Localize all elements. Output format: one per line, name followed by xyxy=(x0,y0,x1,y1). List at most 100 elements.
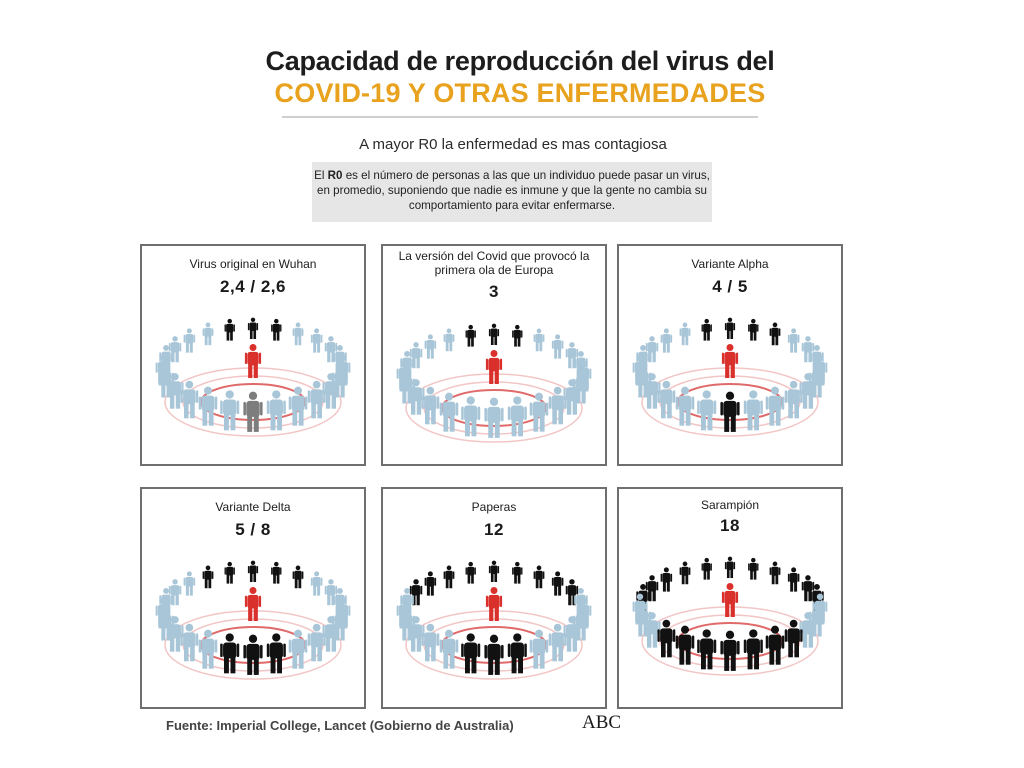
panel-label: Sarampión xyxy=(700,498,760,512)
infected-contact-person xyxy=(533,565,545,589)
infected-person xyxy=(244,587,262,622)
healthy-person xyxy=(180,623,199,662)
infected-contact-person xyxy=(512,561,523,584)
contagion-ring xyxy=(659,614,801,668)
infected-contact-person xyxy=(224,318,235,341)
panel-alpha: Variante Alpha 4 / 5 xyxy=(617,244,843,466)
healthy-person xyxy=(409,342,423,369)
healthy-person xyxy=(180,380,199,419)
healthy-person xyxy=(324,336,338,363)
infected-contact-person xyxy=(657,619,676,658)
infected-contact-person xyxy=(679,561,691,585)
infected-contact-person xyxy=(551,571,564,596)
infected-person xyxy=(485,350,503,385)
r0-definition-box: El R0 es el número de personas a las que… xyxy=(312,162,712,222)
healthy-person xyxy=(421,623,440,662)
infected-contact-person xyxy=(743,629,763,670)
infected-contact-person xyxy=(720,391,740,432)
healthy-person xyxy=(565,342,579,369)
infected-contact-person xyxy=(292,565,304,589)
infected-contact-person xyxy=(271,561,282,584)
infected-contact-person xyxy=(266,633,286,674)
crowd-illustration xyxy=(396,560,592,680)
panel-paperas: Paperas 12 xyxy=(381,487,607,709)
infected-contact-person xyxy=(769,322,781,346)
abc-logo: ABC xyxy=(582,712,622,733)
healthy-person xyxy=(507,396,527,437)
definition-term: R0 xyxy=(327,169,343,182)
infected-contact-person xyxy=(724,556,736,579)
infected-contact-person xyxy=(660,567,673,592)
subtitle: A mayor R0 la enfermedad es mas contagio… xyxy=(359,136,667,153)
healthy-person xyxy=(679,322,691,346)
contagion-ring xyxy=(182,618,324,672)
healthy-person xyxy=(198,386,218,426)
healthy-person xyxy=(645,336,659,363)
definition-after: es el número de personas a las que un in… xyxy=(317,169,710,212)
title-line-1: Capacidad de reproducción del virus del xyxy=(265,46,775,76)
contagion-ring xyxy=(405,373,583,443)
healthy-person xyxy=(166,373,184,409)
infected-person xyxy=(485,587,503,622)
possible-contact-person xyxy=(243,391,263,432)
healthy-person xyxy=(439,629,459,669)
contagion-ring xyxy=(423,381,565,435)
infected-contact-person xyxy=(801,575,815,602)
crowd-illustration xyxy=(155,560,351,680)
infected-contact-person xyxy=(512,324,523,347)
healthy-person xyxy=(784,380,803,419)
healthy-person xyxy=(407,616,425,652)
infected-contact-person xyxy=(202,565,214,589)
healthy-person xyxy=(443,328,455,352)
infected-contact-person xyxy=(765,625,785,665)
infected-contact-person xyxy=(697,629,717,670)
healthy-person xyxy=(439,392,459,432)
infected-person xyxy=(721,583,739,618)
panel-label: La versión del Covid que provocó la prim… xyxy=(398,249,590,277)
healthy-person xyxy=(697,390,717,431)
healthy-person xyxy=(551,334,564,359)
healthy-person xyxy=(529,629,549,669)
infected-contact-person xyxy=(748,557,759,580)
definition-before: El xyxy=(314,169,328,182)
panel-value: 3 xyxy=(489,282,499,301)
infected-contact-person xyxy=(488,323,500,346)
infected-contact-person xyxy=(465,324,476,347)
healthy-person xyxy=(292,322,304,346)
healthy-person xyxy=(322,373,340,409)
infected-contact-person xyxy=(409,579,423,606)
healthy-person xyxy=(675,386,695,426)
contagion-ring xyxy=(659,375,801,429)
infected-contact-person xyxy=(720,630,740,671)
healthy-person xyxy=(643,373,661,409)
infected-contact-person xyxy=(787,567,800,592)
infected-contact-person xyxy=(424,571,437,596)
healthy-person xyxy=(660,328,673,353)
infected-contact-person xyxy=(224,561,235,584)
healthy-person xyxy=(548,386,567,425)
infected-contact-person xyxy=(701,557,712,580)
panel-label: Virus original en Wuhan xyxy=(189,257,317,271)
healthy-person xyxy=(743,390,763,431)
healthy-person xyxy=(307,623,326,662)
panel-value: 12 xyxy=(484,520,504,539)
infected-contact-person xyxy=(465,561,476,584)
panel-value: 5 / 8 xyxy=(235,520,271,539)
healthy-person xyxy=(765,386,785,426)
healthy-person xyxy=(307,380,326,419)
healthy-person xyxy=(484,397,504,438)
infected-contact-person xyxy=(645,575,659,602)
infected-contact-person xyxy=(247,560,259,583)
crowd-illustration xyxy=(632,317,828,437)
healthy-person xyxy=(424,334,437,359)
healthy-person xyxy=(529,392,549,432)
panel-label: Paperas xyxy=(471,500,517,514)
panel-europa: La versión del Covid que provocó la prim… xyxy=(381,244,607,466)
infected-contact-person xyxy=(748,318,759,341)
infected-person xyxy=(244,344,262,379)
healthy-person xyxy=(288,386,308,426)
infected-person xyxy=(721,344,739,379)
infected-contact-person xyxy=(271,318,282,341)
contagion-ring xyxy=(641,367,819,437)
healthy-person xyxy=(168,336,182,363)
